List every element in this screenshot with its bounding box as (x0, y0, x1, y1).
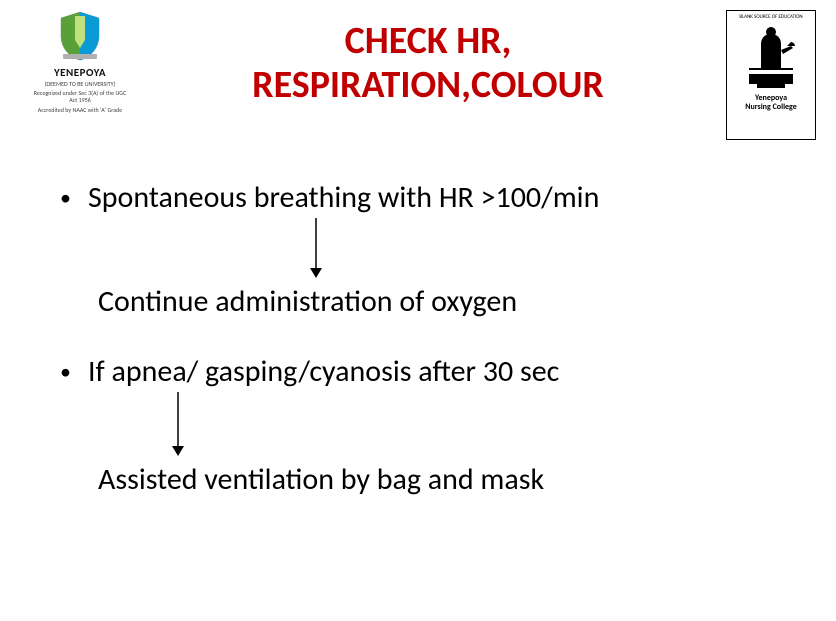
logo-left-sub1: (DEEMED TO BE UNIVERSITY) (45, 81, 116, 88)
down-arrow-icon (306, 216, 326, 284)
bullet-text: Spontaneous breathing with HR >100/min (88, 180, 599, 216)
logo-left-sub2: Recognized under Sec 3(A) of the UGC Act… (30, 90, 130, 104)
bullet-glyph: • (60, 354, 88, 390)
logo-left-sub3: Accredited by NAAC with 'A' Grade (38, 107, 122, 114)
result-text: Continue administration of oxygen (60, 284, 786, 320)
slide-title: CHECK HR, RESPIRATION,COLOUR (130, 10, 726, 107)
bullet-item: • If apnea/ gasping/cyanosis after 30 se… (60, 354, 786, 390)
result-text: Assisted ventilation by bag and mask (60, 462, 786, 498)
title-line2: RESPIRATION,COLOUR (252, 62, 604, 108)
logo-left-name: YENEPOYA (54, 66, 106, 79)
shield-icon (57, 10, 103, 62)
title-line1: CHECK HR, (345, 18, 512, 64)
bullet-text: If apnea/ gasping/cyanosis after 30 sec (88, 354, 559, 390)
nursing-college-logo: BLANK SOURCE OF EDUCATION Yenepoya Nursi… (726, 10, 816, 140)
logo-right-name2: Nursing College (745, 103, 797, 112)
bullet-glyph: • (60, 180, 88, 216)
lamp-figure-icon (743, 24, 799, 90)
slide-body: • Spontaneous breathing with HR >100/min… (0, 150, 836, 498)
logo-right-top: BLANK SOURCE OF EDUCATION (739, 15, 802, 20)
arrow-container (60, 216, 786, 284)
slide-header: YENEPOYA (DEEMED TO BE UNIVERSITY) Recog… (0, 0, 836, 150)
down-arrow-icon (168, 390, 188, 462)
arrow-container (60, 390, 786, 462)
yenepoya-logo: YENEPOYA (DEEMED TO BE UNIVERSITY) Recog… (30, 10, 130, 150)
bullet-item: • Spontaneous breathing with HR >100/min (60, 180, 786, 216)
